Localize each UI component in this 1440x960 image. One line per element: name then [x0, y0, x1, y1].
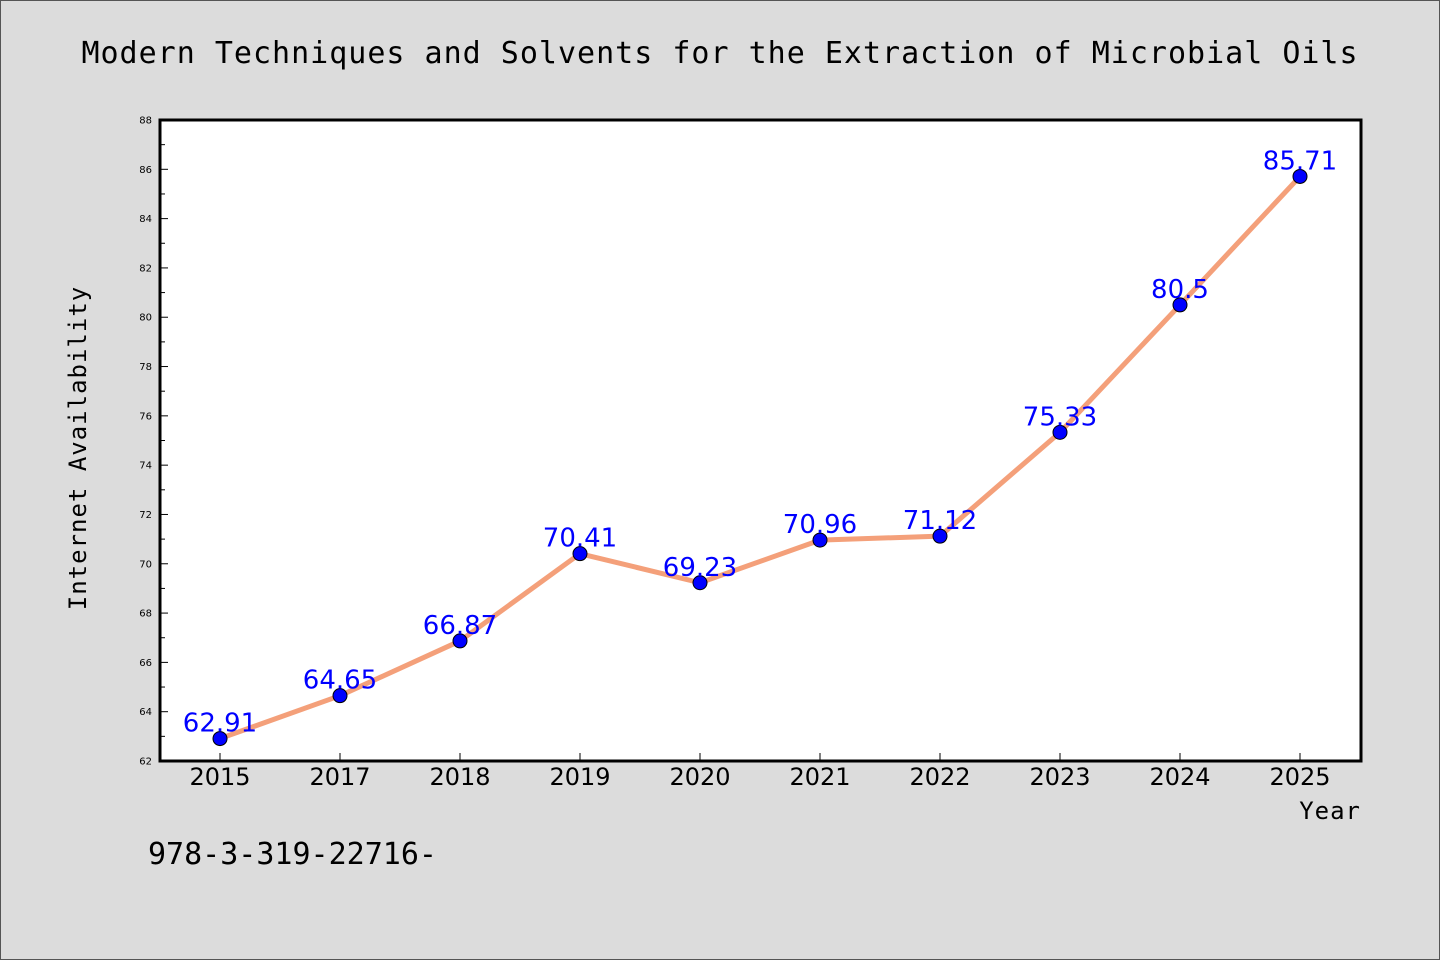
y-tick-label: 78 — [139, 362, 152, 373]
data-point — [812, 532, 828, 548]
x-tick-label: 2018 — [429, 763, 490, 791]
plot-frame — [158, 118, 1363, 763]
x-tick-label: 2022 — [909, 763, 970, 791]
x-tick-label: 2021 — [789, 763, 850, 791]
data-point — [1292, 168, 1308, 184]
x-tick-label: 2025 — [1269, 763, 1330, 791]
series-line — [217, 173, 1303, 742]
data-label: 71.12 — [903, 506, 977, 536]
data-point — [212, 731, 228, 747]
data-label: 85.71 — [1263, 146, 1337, 176]
x-tick-label: 2023 — [1029, 763, 1090, 791]
y-tick-label: 76 — [139, 411, 152, 422]
x-tick-label: 2017 — [309, 763, 370, 791]
y-tick-label: 66 — [139, 658, 152, 669]
data-point — [452, 633, 468, 649]
data-label: 70.96 — [783, 510, 857, 540]
y-tick-label: 70 — [139, 559, 152, 570]
x-tick-label: 2019 — [549, 763, 610, 791]
y-tick-label: 64 — [139, 707, 152, 718]
isbn-footnote: 978-3-319-22716- — [148, 837, 437, 872]
data-label: 64.65 — [303, 666, 377, 696]
data-labels: 62.91 64.65 66.87 70.41 69.23 70.96 71.12 75.33… — [183, 146, 1337, 738]
y-tick-label: 74 — [139, 461, 152, 472]
data-point — [1172, 297, 1188, 313]
data-point — [332, 688, 348, 704]
y-tick-label: 84 — [139, 214, 152, 225]
y-tick-label: 88 — [139, 116, 152, 127]
chart-title: Modern Techniques and Solvents for the E… — [81, 36, 1358, 71]
x-axis-label: Year — [1299, 797, 1361, 825]
data-label: 66.87 — [423, 611, 497, 641]
y-tick-label: 72 — [139, 510, 152, 521]
data-points — [212, 168, 1308, 747]
data-point — [692, 575, 708, 591]
series-line-group — [217, 173, 1303, 742]
x-axis: 2015 2017 2018 2019 2020 2021 2022 2023 2024 2025 — [189, 753, 1331, 791]
y-tick-label: 82 — [139, 263, 152, 274]
y-tick-label: 80 — [139, 313, 152, 324]
data-point — [1052, 424, 1068, 440]
data-label: 62.91 — [183, 709, 257, 739]
x-tick-label: 2015 — [189, 763, 250, 791]
data-point — [932, 528, 948, 544]
y-tick-label: 86 — [139, 165, 152, 176]
data-label: 75.33 — [1023, 402, 1097, 432]
x-tick-label: 2024 — [1149, 763, 1210, 791]
x-tick-label: 2020 — [669, 763, 730, 791]
data-label: 80.5 — [1151, 275, 1209, 305]
y-tick-label: 62 — [139, 757, 152, 768]
y-axis-label: Internet Availability — [64, 286, 92, 610]
data-label: 69.23 — [663, 553, 737, 583]
y-tick-label: 68 — [139, 609, 152, 620]
plot-area — [160, 120, 1361, 761]
data-label: 70.41 — [543, 524, 617, 554]
data-point — [572, 546, 588, 562]
